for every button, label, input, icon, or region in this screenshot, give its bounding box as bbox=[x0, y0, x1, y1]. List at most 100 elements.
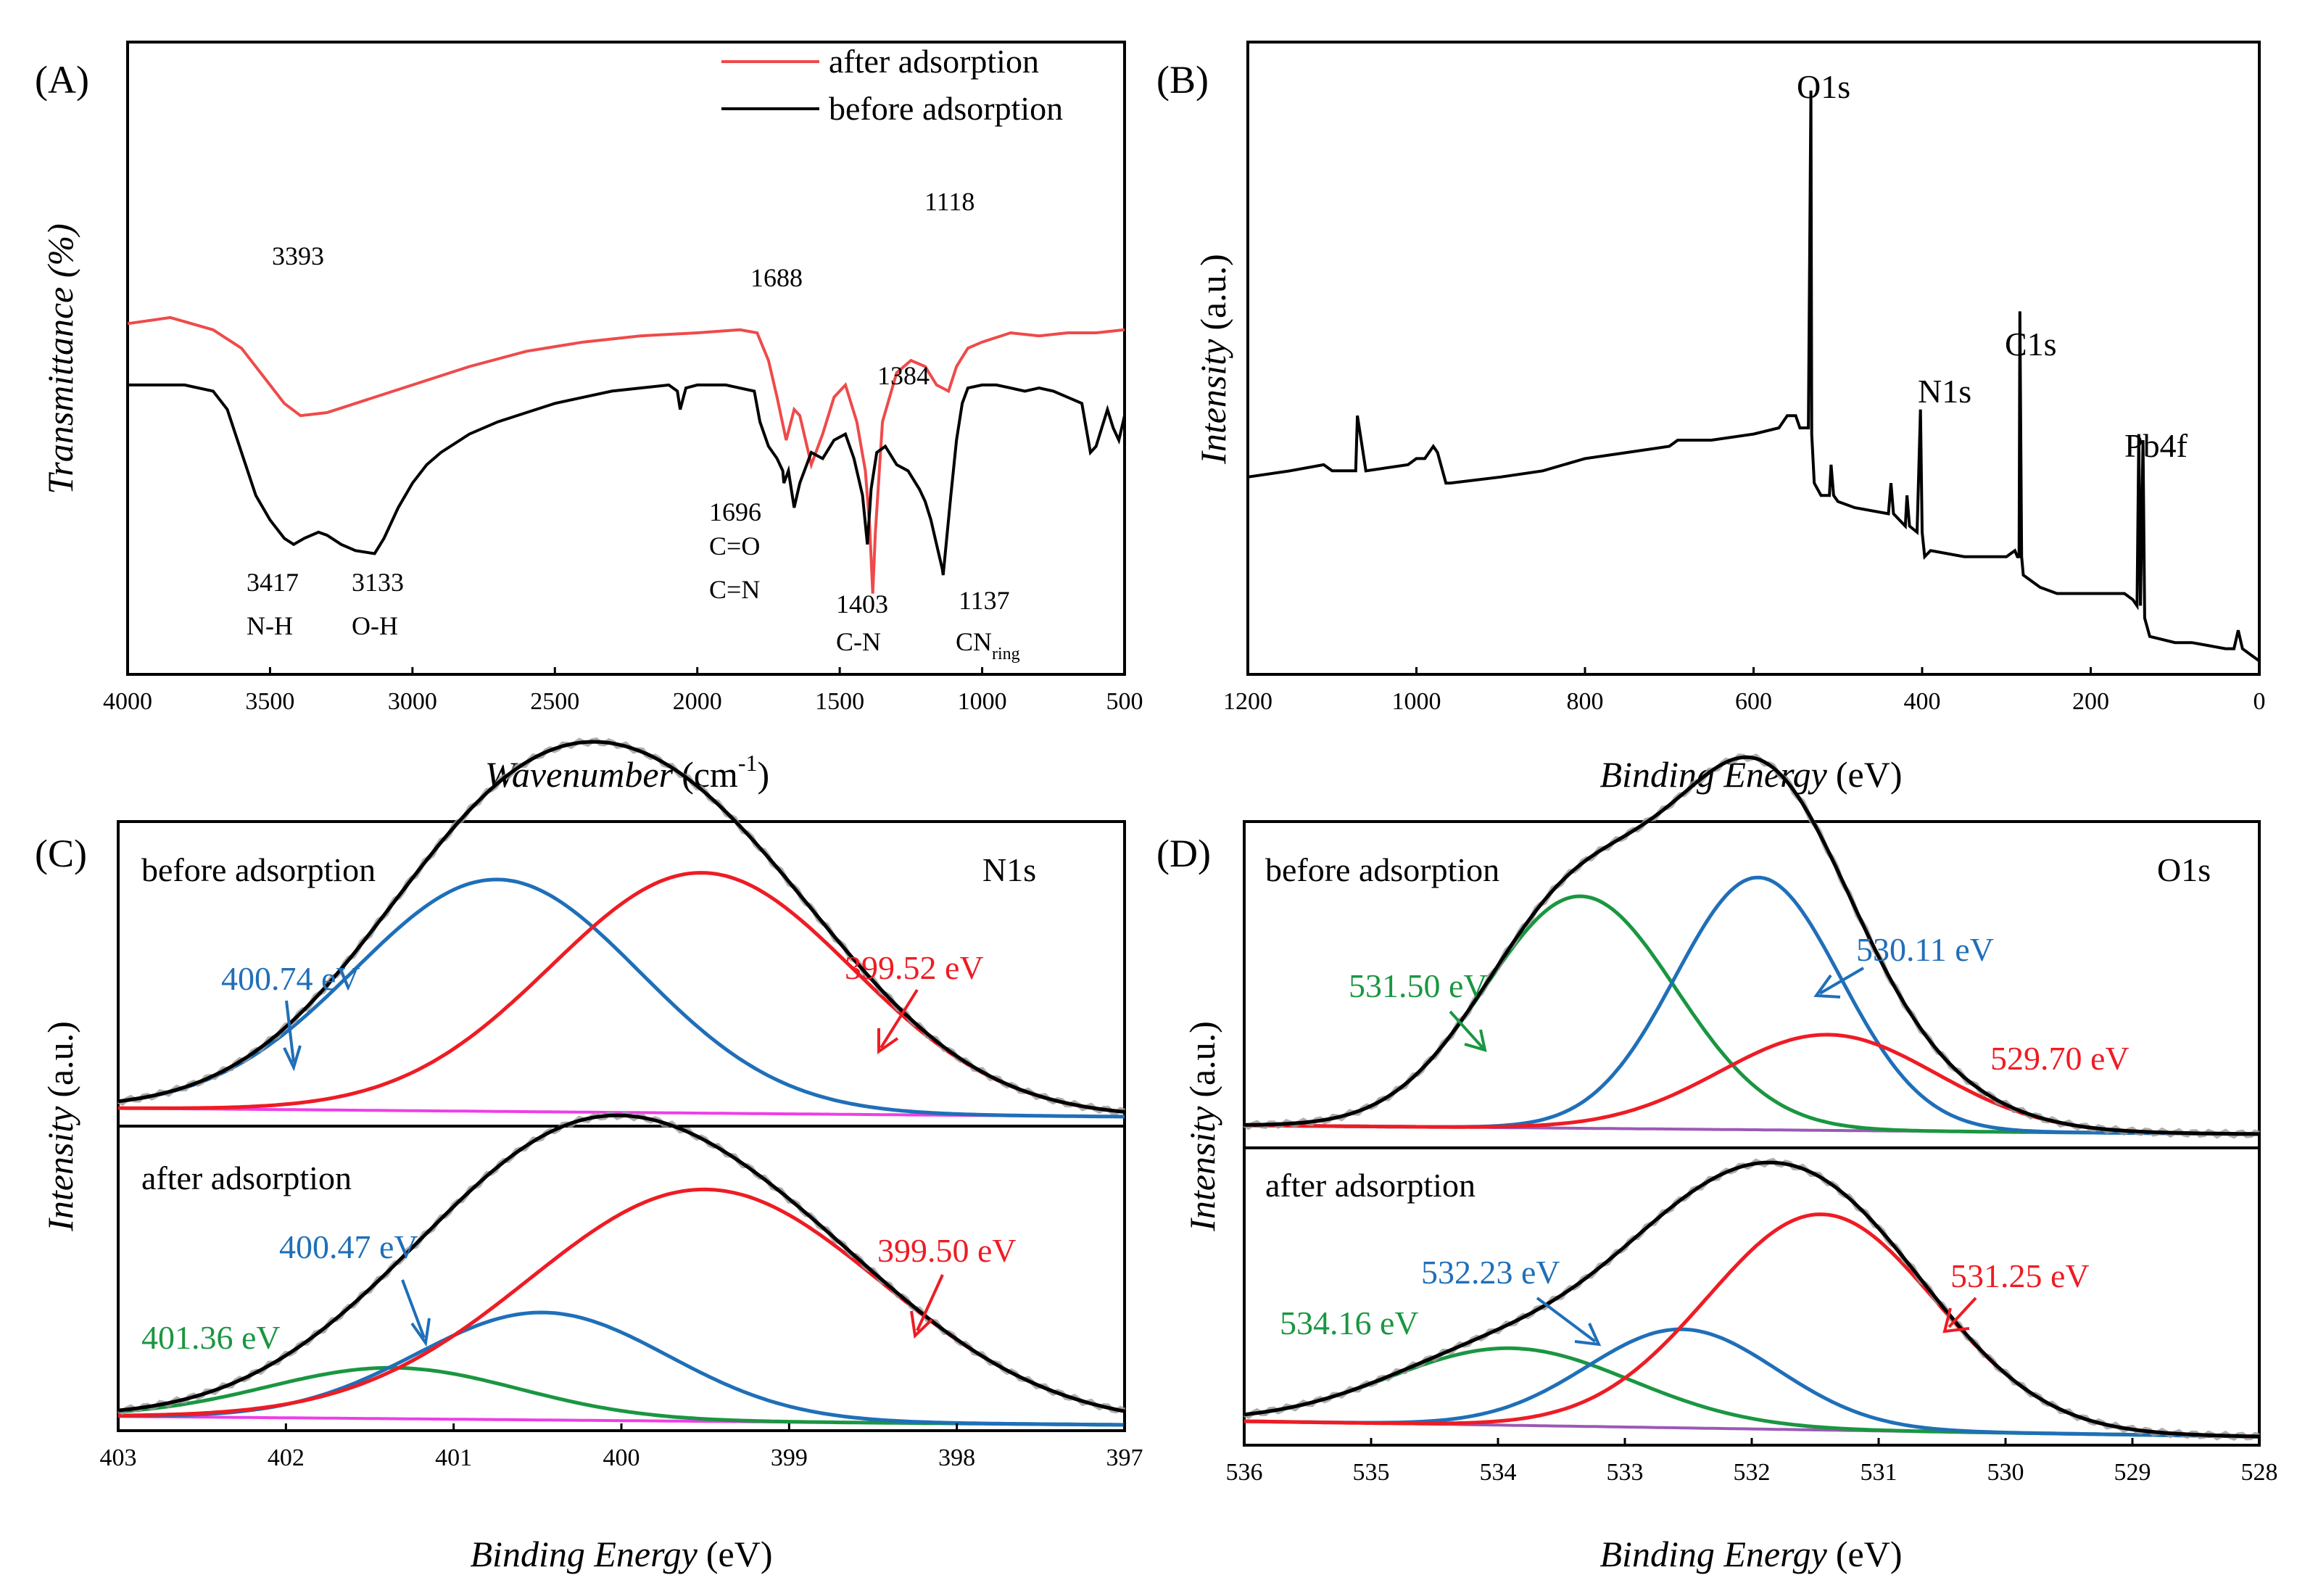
panel-c-tick-label: 403 bbox=[100, 1444, 137, 1471]
panel-a-letter: (A) bbox=[35, 58, 89, 102]
panel-b-tick-label: 600 bbox=[1735, 688, 1772, 715]
panel-b-frame bbox=[1246, 41, 2261, 676]
ann-1696: 1696 bbox=[709, 497, 761, 526]
label-d-531-25: 531.25 eV bbox=[1950, 1257, 2090, 1294]
arrowhead-c-399-52 bbox=[877, 1028, 899, 1054]
ann-1384: 1384 bbox=[877, 361, 930, 390]
panel-c-title: N1s bbox=[982, 851, 1036, 888]
panel-a-tick-label: 500 bbox=[1106, 688, 1143, 715]
arrow-d-530-11 bbox=[1818, 967, 1865, 995]
ann-3417: 3417 bbox=[247, 568, 299, 597]
series-before-line bbox=[128, 383, 1126, 576]
panel-d-xlabel-main: Binding Energy bbox=[1600, 1534, 1828, 1574]
panel-b-ylabel: Intensity (a.u.) bbox=[1193, 254, 1233, 465]
panel-c-tick-label: 397 bbox=[1106, 1444, 1143, 1471]
survey-spectrum-line bbox=[1247, 90, 2261, 663]
panel-a-xlabel: Wavenumber (cm-1) bbox=[485, 750, 769, 795]
peak-label-c1s: C1s bbox=[2005, 326, 2057, 363]
ann-3133: 3133 bbox=[352, 568, 404, 597]
panel-d-tick-label: 528 bbox=[2241, 1459, 2278, 1486]
envelope-fit-line bbox=[117, 1113, 1125, 1413]
series-after-line bbox=[127, 315, 1125, 594]
panel-a-xlabel-main: Wavenumber bbox=[485, 754, 674, 795]
panel-c-xlabel-main: Binding Energy bbox=[471, 1534, 698, 1574]
arrowhead-c-400-74 bbox=[283, 1045, 302, 1072]
arrowhead-c-399-50 bbox=[910, 1310, 933, 1339]
panel-b-tick-label: 1200 bbox=[1223, 688, 1272, 715]
raw-data-line bbox=[1243, 753, 2260, 1139]
component-peak-line bbox=[117, 877, 1125, 1119]
envelope-fit-line bbox=[117, 740, 1125, 1114]
ann-1137-ring: ring bbox=[992, 645, 1020, 663]
panel-c-ylabel-unit: (a.u.) bbox=[40, 1021, 80, 1098]
panel-c-xlabel-unit: (eV) bbox=[706, 1534, 773, 1574]
label-d-530-11: 530.11 eV bbox=[1856, 931, 1994, 968]
label-d-532-23: 532.23 eV bbox=[1421, 1254, 1560, 1291]
ann-3133-sub: O-H bbox=[352, 611, 398, 640]
panel-c-tick-label: 402 bbox=[268, 1444, 305, 1471]
panel-a-ticks: 4000 3500 3000 2500 2000 1500 1000 500 bbox=[103, 667, 1143, 715]
panel-c-letter: (C) bbox=[35, 832, 87, 875]
ann-1403: 1403 bbox=[836, 590, 888, 619]
panel-a-xlabel-unit: (cm bbox=[682, 754, 738, 795]
panel-c-plot bbox=[117, 737, 1126, 1427]
panel-c-xlabel: Binding Energy (eV) bbox=[471, 1534, 773, 1574]
panel-d: (D) 536 535 534 533 532 531 530 529 528 before a… bbox=[1156, 753, 2278, 1574]
envelope-fit-line bbox=[1243, 1160, 2260, 1439]
panel-b: (B) 1200 1000 800 600 400 200 0 O1s N1s C1s Pb… bbox=[1156, 41, 2266, 795]
ann-1137-sub: CNring bbox=[956, 627, 1020, 663]
arrow-c-400-74 bbox=[285, 1000, 295, 1063]
ann-1137-cn: CN bbox=[956, 627, 992, 656]
peak-label-n1s: N1s bbox=[1918, 373, 1971, 410]
panel-c-ylabel: Intensity (a.u.) bbox=[40, 1021, 80, 1232]
panel-d-tick-label: 532 bbox=[1734, 1459, 1771, 1486]
ann-1118: 1118 bbox=[924, 187, 974, 216]
panel-a-ylabel: Transmittance (%) bbox=[40, 223, 80, 495]
legend-label-after: after adsorption bbox=[829, 43, 1039, 80]
panel-d-tick-label: 535 bbox=[1353, 1459, 1390, 1486]
panel-a-xlabel-close: ) bbox=[757, 754, 769, 795]
panel-a-frame bbox=[126, 41, 1126, 676]
panel-d-tick-label: 534 bbox=[1480, 1459, 1517, 1486]
panel-c-tick-label: 400 bbox=[603, 1444, 640, 1471]
panel-d-top-label: before adsorption bbox=[1265, 851, 1499, 888]
panel-d-ylabel-unit: (a.u.) bbox=[1182, 1021, 1222, 1098]
panel-d-ylabel-main: Intensity bbox=[1182, 1106, 1222, 1232]
ann-1696-sub: C=O bbox=[709, 532, 760, 561]
panel-c-bottom-label: after adsorption bbox=[141, 1159, 352, 1196]
panel-d-tick-label: 536 bbox=[1226, 1459, 1263, 1486]
panel-d-title: O1s bbox=[2157, 851, 2211, 888]
panel-a-tick-label: 2000 bbox=[673, 688, 722, 715]
panel-d-bottom-label: after adsorption bbox=[1265, 1167, 1476, 1204]
panel-c-ylabel-main: Intensity bbox=[40, 1106, 80, 1232]
label-c-400-74: 400.74 eV bbox=[221, 960, 360, 997]
panel-b-xlabel: Binding Energy (eV) bbox=[1600, 754, 1903, 795]
label-c-401-36: 401.36 eV bbox=[141, 1319, 281, 1356]
panel-d-xlabel: Binding Energy (eV) bbox=[1600, 1534, 1903, 1574]
panel-b-ylabel-main: Intensity bbox=[1193, 339, 1233, 465]
panel-c-ticks: 403 402 401 400 399 398 397 bbox=[100, 1423, 1143, 1471]
panel-d-tick-label: 531 bbox=[1861, 1459, 1897, 1486]
arrow-d-531-50 bbox=[1449, 1010, 1484, 1049]
panel-d-tick-label: 529 bbox=[2114, 1459, 2151, 1486]
panel-d-ylabel: Intensity (a.u.) bbox=[1182, 1021, 1222, 1232]
panel-b-tick-label: 800 bbox=[1567, 688, 1604, 715]
panel-a-tick-label: 4000 bbox=[103, 688, 152, 715]
ann-1688: 1688 bbox=[750, 263, 803, 292]
arrow-d-532-23 bbox=[1536, 1297, 1597, 1343]
panel-a-tick-label: 2500 bbox=[530, 688, 579, 715]
panel-a-tick-label: 3000 bbox=[388, 688, 437, 715]
ann-3417-sub: N-H bbox=[247, 611, 293, 640]
panel-b-tick-label: 400 bbox=[1904, 688, 1941, 715]
panel-a-plot bbox=[127, 315, 1126, 594]
panel-d-ticks: 536 535 534 533 532 531 530 529 528 bbox=[1226, 1438, 2278, 1486]
peak-label-pb4f: Pb4f bbox=[2124, 427, 2188, 464]
arrow-d-531-25 bbox=[1948, 1297, 1977, 1328]
arrow-c-399-52 bbox=[880, 988, 919, 1049]
panel-d-tick-label: 530 bbox=[1987, 1459, 2024, 1486]
panel-c: (C) 403 402 401 400 399 398 397 before adsorpt… bbox=[35, 737, 1143, 1574]
panel-b-ylabel-unit: (a.u.) bbox=[1193, 254, 1233, 331]
panel-c-tick-label: 401 bbox=[435, 1444, 472, 1471]
panel-b-xlabel-unit: (eV) bbox=[1836, 754, 1903, 795]
